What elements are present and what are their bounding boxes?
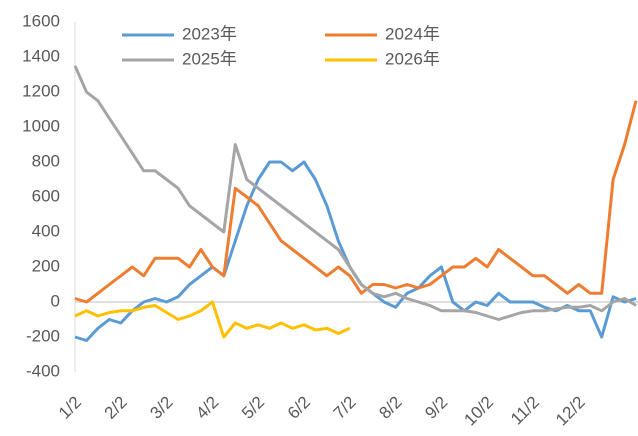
y-tick-label: 0 [51,291,60,310]
x-tick-label: 5/2 [238,393,268,423]
x-tick-label: 11/2 [507,393,543,429]
y-tick-label: -200 [26,326,60,345]
x-tick-label: 3/2 [146,393,176,423]
series-line [74,300,351,339]
y-tick-label: 200 [32,256,60,275]
legend-label: 2025年 [182,49,237,68]
series-line [73,65,637,321]
x-tick-label: 7/2 [330,393,360,423]
legend-label: 2026年 [385,49,440,68]
x-tick-label: 12/2 [552,393,589,430]
x-tick-label: 8/2 [375,393,405,423]
x-tick-label: 4/2 [192,393,222,423]
x-tick-label: 2/2 [101,393,131,423]
y-tick-label: -400 [26,361,60,380]
series-line [74,160,637,342]
x-tick-label: 1/2 [55,393,85,423]
y-tick-label: 1200 [22,81,60,100]
y-tick-label: 800 [32,151,60,170]
y-tick-label: 1600 [22,11,60,30]
x-tick-label: 10/2 [460,393,497,430]
x-tick-label: 9/2 [421,393,451,423]
y-tick-label: 1000 [22,116,60,135]
y-tick-label: 1400 [22,46,60,65]
y-tick-label: 400 [32,221,60,240]
legend-label: 2024年 [385,24,440,43]
y-tick-label: 600 [32,186,60,205]
legend-label: 2023年 [182,24,237,43]
x-tick-label: 6/2 [284,393,314,423]
series-line [74,100,638,304]
